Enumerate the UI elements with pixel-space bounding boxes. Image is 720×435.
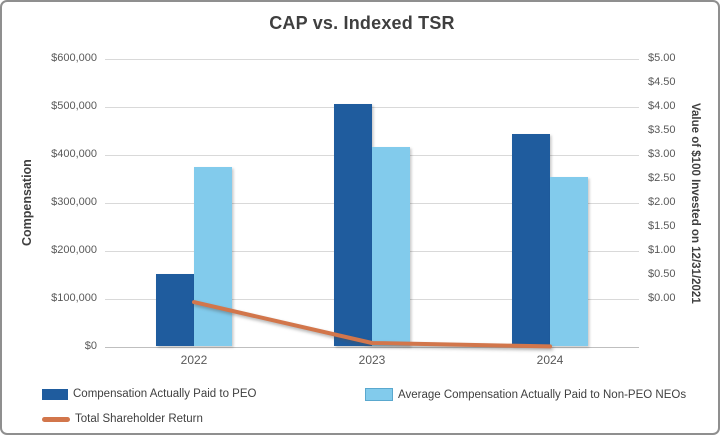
left-tick-label: $300,000 <box>51 196 97 208</box>
tsr-line <box>192 300 552 349</box>
left-tick-label: $400,000 <box>51 148 97 160</box>
bar-peo-2022 <box>156 274 194 346</box>
bar-peo-2024 <box>512 134 550 346</box>
left-tick-label: $200,000 <box>51 244 97 256</box>
peo-swatch-icon <box>42 388 68 400</box>
left-tick-label: $600,000 <box>51 52 97 64</box>
right-tick-label: $1.50 <box>648 220 676 232</box>
right-axis-ticks: $5.00 $4.50 $4.00 $3.50 $3.00 $2.50 $2.00 $1.50… <box>648 52 708 347</box>
gridline <box>105 59 639 60</box>
x-axis-line <box>105 347 639 348</box>
x-tick-label: 2023 <box>358 353 386 367</box>
right-tick-label: $2.50 <box>648 172 676 184</box>
legend-item-neo: Average Compensation Actually Paid to No… <box>365 388 686 401</box>
left-tick-label: $100,000 <box>51 292 97 304</box>
chart-title: CAP vs. Indexed TSR <box>269 13 455 33</box>
gridline <box>105 107 639 108</box>
left-tick-label: $0 <box>84 340 97 352</box>
bar-neo-2024 <box>550 177 588 346</box>
neo-swatch-icon <box>365 388 393 401</box>
right-tick-label: $0.50 <box>648 268 676 280</box>
legend-label-tsr: Total Shareholder Return <box>75 413 203 425</box>
left-tick-label: $500,000 <box>51 100 97 112</box>
x-tick-label: 2022 <box>180 353 208 367</box>
right-tick-label: $0.00 <box>648 292 676 304</box>
right-tick-label: $4.50 <box>648 76 676 88</box>
x-tick-label: 2024 <box>536 353 564 367</box>
right-tick-label: $5.00 <box>648 52 676 64</box>
tsr-swatch-icon <box>42 416 70 422</box>
right-tick-label: $3.50 <box>648 124 676 136</box>
right-axis-title: Value of $100 Invested on 12/31/2021 <box>689 102 701 304</box>
right-tick-label: $4.00 <box>648 100 676 112</box>
legend-item-peo: Compensation Actually Paid to PEO <box>42 388 256 400</box>
tsr-line-path <box>192 300 552 349</box>
left-axis-ticks: $600,000 $500,000 $400,000 $300,000 $200,000… <box>2 52 97 352</box>
right-tick-label: $1.00 <box>648 244 676 256</box>
bar-peo-2023 <box>334 104 372 346</box>
bar-neo-2023 <box>372 147 410 346</box>
right-tick-label: $3.00 <box>648 148 676 160</box>
legend-label-peo: Compensation Actually Paid to PEO <box>73 388 257 400</box>
x-axis-ticks: 2022 2023 2024 <box>105 353 639 369</box>
plot-area <box>105 59 639 349</box>
right-tick-label: $2.00 <box>648 196 676 208</box>
legend-label-neo: Average Compensation Actually Paid to No… <box>398 388 687 401</box>
bar-neo-2022 <box>194 167 232 346</box>
legend-item-tsr: Total Shareholder Return <box>42 413 203 425</box>
